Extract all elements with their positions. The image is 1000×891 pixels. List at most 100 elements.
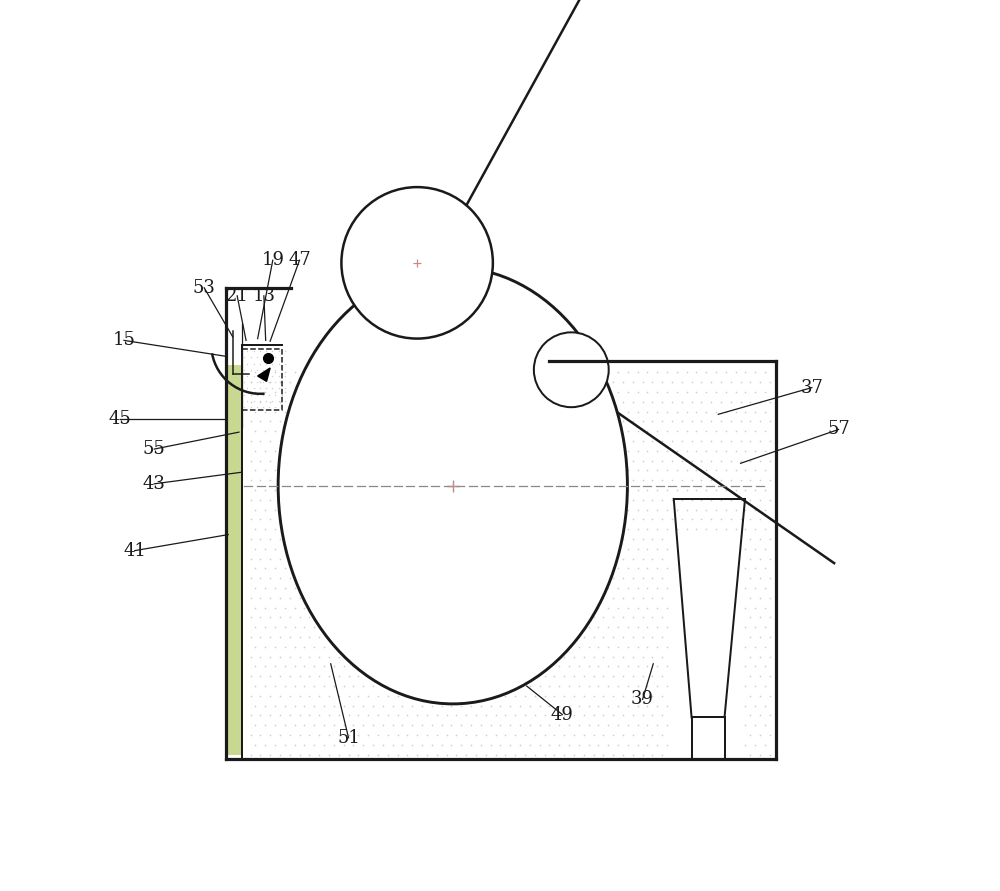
Point [654,375,670,389]
Point [316,659,332,674]
Point [261,388,277,402]
Point [362,640,378,654]
Point [480,659,496,674]
Point [500,601,516,615]
Point [512,718,528,732]
Point [539,601,555,615]
Point [610,738,626,752]
Point [615,375,631,389]
Point [703,395,719,409]
Point [267,405,283,419]
Point [635,473,651,487]
Point [402,483,418,497]
Point [625,748,641,762]
Point [586,689,602,703]
Point [610,483,626,497]
Point [272,689,288,703]
Bar [227,365,241,755]
Point [757,581,773,595]
Point [524,512,540,527]
Point [252,394,268,408]
Point [296,620,312,634]
Point [426,591,442,605]
Point [475,571,491,585]
Point [287,405,303,419]
Point [402,522,418,536]
Point [387,630,403,644]
Point [553,591,569,605]
Point [380,708,396,723]
Point [272,375,288,389]
Point [243,454,259,468]
Point [583,571,599,585]
Point [252,381,268,396]
Point [537,708,553,723]
Point [762,571,778,585]
Point [563,552,579,566]
Point [742,512,758,527]
Point [239,369,255,383]
Point [553,532,569,546]
Point [353,640,369,654]
Point [292,571,308,585]
Point [654,669,670,683]
Point [644,395,660,409]
Point [247,542,263,556]
Point [649,620,665,634]
Point [556,728,572,742]
Point [517,669,533,683]
Point [509,640,525,654]
Point [426,650,442,664]
Point [762,552,778,566]
Point [345,640,361,654]
Point [441,581,457,595]
Point [475,493,491,507]
Point [318,552,334,566]
Point [620,444,636,458]
Point [605,689,621,703]
Point [747,542,763,556]
Point [500,581,516,595]
Point [460,503,476,517]
Point [301,728,317,742]
Point [331,728,347,742]
Point [404,679,420,693]
Point [625,571,641,585]
Point [590,679,606,693]
Point [246,369,262,383]
Point [713,454,729,468]
Point [387,493,403,507]
Point [345,699,361,713]
Point [333,542,349,556]
Point [243,434,259,448]
Point [586,650,602,664]
Point [563,493,579,507]
Point [698,405,714,419]
Point [470,542,486,556]
Point [495,630,511,644]
Point [586,728,602,742]
Point [475,532,491,546]
Point [635,650,651,664]
Point [316,679,332,693]
Point [282,669,298,683]
Point [708,483,724,497]
Point [698,444,714,458]
Point [343,542,359,556]
Point [306,738,322,752]
Point [311,669,327,683]
Point [630,424,646,438]
Point [718,463,734,478]
Point [644,532,660,546]
Point [321,669,337,683]
Point [333,503,349,517]
Point [282,571,298,585]
Point [639,738,655,752]
Point [360,748,376,762]
Point [480,620,496,634]
Point [274,388,290,402]
Point [402,640,418,654]
Point [747,365,763,380]
Point [490,542,506,556]
Point [519,503,535,517]
